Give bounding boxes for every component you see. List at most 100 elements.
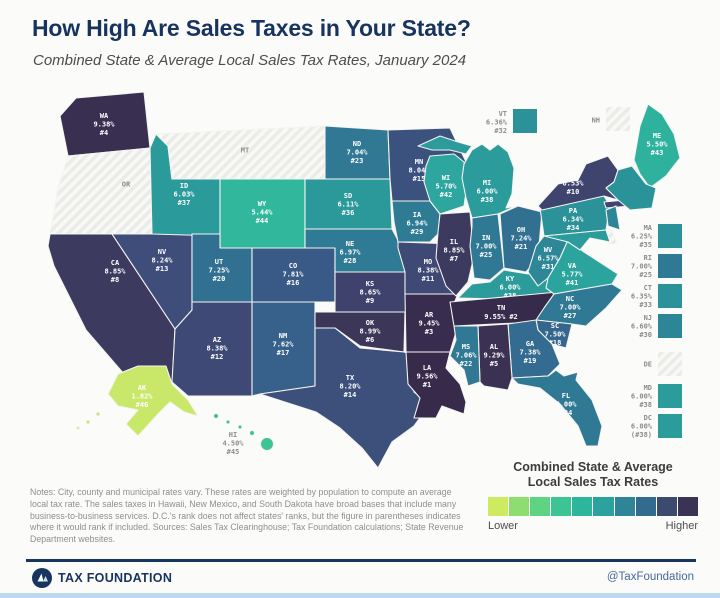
state-al[interactable]: AL 9.29% #5: [477, 323, 513, 391]
state-ma-swatch[interactable]: [656, 222, 684, 250]
state-fl[interactable]: FL 7.00% #24: [511, 369, 603, 447]
state-ma-shape[interactable]: [605, 165, 657, 211]
state-vt-swatch[interactable]: [511, 107, 539, 135]
state-wa[interactable]: WA 9.38% #4: [59, 91, 151, 157]
state-me-shape[interactable]: [633, 103, 681, 189]
state-md-label: MD 6.00% #38: [631, 384, 653, 409]
state-ri[interactable]: RI 7.00% #25: [631, 252, 684, 280]
state-in-shape[interactable]: [469, 213, 505, 281]
state-la-shape[interactable]: [405, 351, 467, 419]
state-ak-shape[interactable]: [107, 365, 199, 437]
state-nm[interactable]: NM 7.62% #17: [251, 301, 316, 397]
state-ia[interactable]: IA 6.94% #29: [391, 200, 441, 243]
state-va-label: VA 5.77% #41: [561, 262, 583, 287]
state-dc-swatch[interactable]: [656, 412, 684, 440]
state-ma[interactable]: MA 6.25% #35: [605, 165, 684, 250]
footer-social-handle[interactable]: @TaxFoundation: [606, 571, 694, 583]
state-ri-label: RI 7.00% #25: [631, 254, 653, 279]
footer-divider: [26, 559, 696, 562]
state-in[interactable]: IN 7.00% #25: [469, 213, 505, 281]
state-pa-label: PA 6.34% #34: [562, 207, 584, 232]
state-ak-island[interactable]: [75, 425, 81, 431]
state-wi[interactable]: WI 5.70% #42: [423, 153, 469, 215]
state-mi[interactable]: MI 6.00% #38: [417, 135, 517, 219]
state-co[interactable]: CO 7.81% #16: [251, 247, 336, 303]
state-dc[interactable]: DC 6.00% (#38): [631, 412, 684, 440]
state-nv-label: NV 8.24% #13: [151, 248, 173, 273]
state-oh-label: OH 7.24% #21: [510, 226, 532, 251]
state-or[interactable]: OR: [49, 147, 157, 235]
state-co-label: CO 7.81% #16: [282, 262, 304, 287]
page-title: How High Are Sales Taxes in Your State?: [32, 15, 471, 41]
state-ct[interactable]: CT 6.35% #33: [631, 282, 684, 310]
state-wa-label: WA 9.38% #4: [93, 112, 115, 137]
state-de-swatch[interactable]: [656, 350, 684, 378]
state-tn-label: TN 9.55% #2: [484, 304, 518, 321]
state-or-label: OR: [122, 181, 131, 189]
state-il[interactable]: IL 8.85% #7: [435, 211, 475, 297]
state-ct-swatch[interactable]: [656, 282, 684, 310]
state-nj[interactable]: NJ 6.60% #30: [605, 205, 684, 340]
state-wy[interactable]: WY 5.44% #44: [219, 178, 306, 249]
state-hi-island[interactable]: [212, 412, 220, 420]
state-ms-label: MS 7.06% #22: [455, 343, 477, 368]
state-nc[interactable]: NC 7.00% #27: [535, 283, 623, 327]
state-de-label: DE: [644, 361, 652, 369]
state-va[interactable]: VA 5.77% #41: [545, 239, 619, 295]
state-hi[interactable]: HI 4.50% #45: [212, 412, 275, 457]
state-nd[interactable]: ND 7.04% #23: [324, 125, 391, 180]
state-ks[interactable]: KS 8.65% #9: [334, 271, 409, 313]
state-nj-label: NJ 6.60% #30: [631, 314, 653, 339]
state-wa-shape[interactable]: [59, 91, 151, 157]
state-ar-label: AR 9.45% #3: [418, 311, 440, 336]
legend-ramp-cell: [572, 496, 593, 516]
state-nc-shape[interactable]: [535, 283, 623, 327]
state-or-shape[interactable]: [49, 147, 157, 235]
state-vt[interactable]: VT 6.36% #32: [486, 107, 539, 135]
state-md-shape[interactable]: [543, 229, 611, 251]
state-hi-label: HI 4.50% #45: [222, 431, 244, 456]
state-fl-label: FL 7.00% #24: [555, 392, 577, 417]
legend-title-line1: Combined State & Average: [513, 460, 673, 474]
state-in-label: IN 7.00% #25: [475, 234, 497, 259]
state-fl-shape[interactable]: [511, 369, 603, 447]
state-me-label: ME 5.50% #43: [646, 132, 668, 157]
state-md[interactable]: MD 6.00% #38: [543, 229, 684, 410]
state-nj-swatch[interactable]: [656, 312, 684, 340]
state-il-shape[interactable]: [435, 211, 475, 297]
state-md-swatch[interactable]: [656, 382, 684, 410]
state-hi-island[interactable]: [237, 424, 243, 430]
state-nc-label: NC 7.00% #27: [559, 295, 581, 320]
state-ak-island[interactable]: [85, 419, 91, 425]
state-wi-label: WI 5.70% #42: [435, 174, 457, 199]
state-nj-shape[interactable]: [605, 205, 621, 231]
state-wi-shape[interactable]: [423, 153, 469, 215]
state-ga-label: GA 7.38% #19: [519, 340, 541, 365]
state-sd[interactable]: SD 6.11% #36: [304, 178, 393, 230]
state-ms-shape[interactable]: [449, 325, 481, 387]
state-dc-label: DC 6.00% (#38): [631, 414, 653, 439]
state-ak-label: AK 1.82% #46: [131, 384, 153, 409]
state-tx[interactable]: TX 8.20% #14: [259, 327, 431, 469]
state-ny[interactable]: NY 8.53% #10: [537, 155, 631, 211]
state-ok-label: OK 8.99% #6: [359, 319, 381, 344]
state-mi-shape[interactable]: [417, 135, 473, 155]
state-hi-island[interactable]: [225, 419, 231, 425]
state-mt[interactable]: MT: [155, 125, 326, 180]
state-mi-shape[interactable]: [461, 143, 517, 219]
state-nh-swatch[interactable]: [604, 105, 632, 133]
state-hi-island[interactable]: [248, 429, 256, 437]
legend-ramp-labels: Lower Higher: [488, 520, 698, 532]
state-ak-island[interactable]: [95, 411, 101, 417]
state-ms[interactable]: MS 7.06% #22: [449, 325, 481, 387]
tax-foundation-logo-icon: [32, 568, 52, 588]
state-me[interactable]: ME 5.50% #43: [633, 103, 681, 189]
state-la[interactable]: LA 9.56% #1: [405, 351, 467, 419]
state-hi-island[interactable]: [259, 436, 275, 452]
state-id-label: ID 6.03% #37: [173, 182, 195, 207]
state-ak[interactable]: AK 1.82% #46: [75, 365, 199, 437]
state-wv-label: WV 6.57% #31: [537, 246, 559, 271]
state-ri-swatch[interactable]: [656, 252, 684, 280]
state-tx-shape[interactable]: [259, 327, 431, 469]
